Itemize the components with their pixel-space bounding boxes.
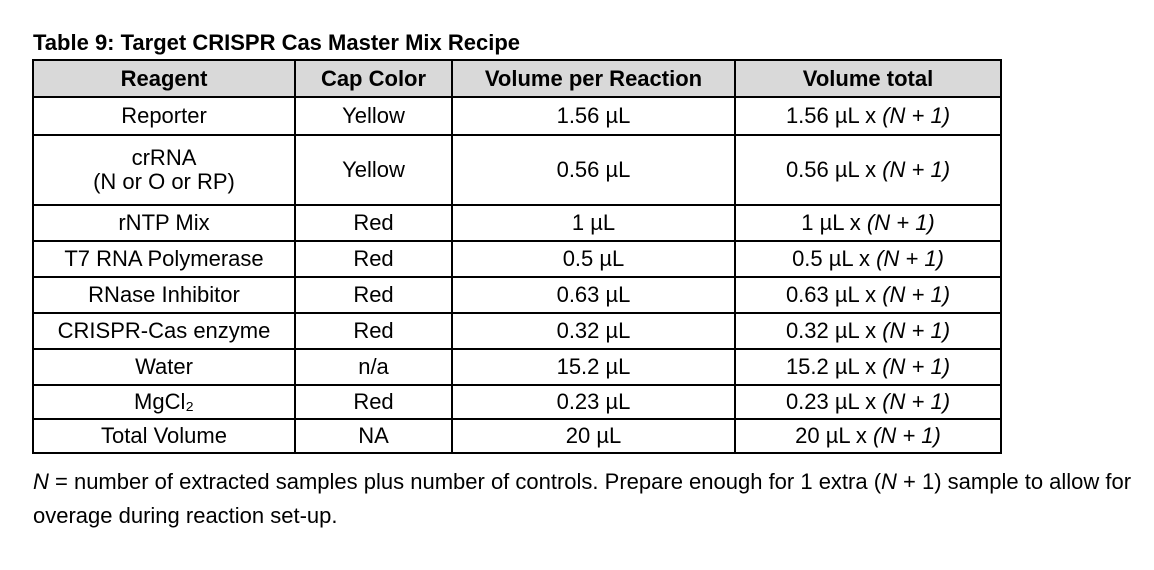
total-suffix: (N + 1) <box>882 389 951 414</box>
footnote-text: + 1) sample to allow for overage during … <box>33 469 1132 528</box>
cell-reagent: RNase Inhibitor <box>32 276 296 314</box>
table-row: RNase Inhibitor Red 0.63 µL 0.63 µL x (N… <box>32 276 1002 314</box>
cell-volume-total: 0.32 µL x (N + 1) <box>734 312 1002 350</box>
total-suffix: (N + 1) <box>882 354 951 379</box>
cell-volume-per-reaction: 15.2 µL <box>451 348 736 386</box>
footnote-text: = number of extracted samples plus numbe… <box>48 469 882 494</box>
total-prefix: 20 µL x <box>795 423 874 448</box>
table-row: crRNA (N or O or RP) Yellow 0.56 µL 0.56… <box>32 134 1002 206</box>
cell-volume-total: 1.56 µL x (N + 1) <box>734 96 1002 136</box>
total-suffix: (N + 1) <box>882 157 951 182</box>
table-row: Reporter Yellow 1.56 µL 1.56 µL x (N + 1… <box>32 96 1002 136</box>
header-volume-per-reaction: Volume per Reaction <box>451 59 736 98</box>
total-suffix: (N + 1) <box>866 210 935 235</box>
cell-volume-per-reaction: 0.23 µL <box>451 384 736 420</box>
cell-volume-total: 0.63 µL x (N + 1) <box>734 276 1002 314</box>
table-row: MgCl₂ Red 0.23 µL 0.23 µL x (N + 1) <box>32 384 1002 420</box>
table-row: Water n/a 15.2 µL 15.2 µL x (N + 1) <box>32 348 1002 386</box>
cell-reagent: crRNA (N or O or RP) <box>32 134 296 206</box>
cell-cap-color: Yellow <box>294 134 453 206</box>
cell-cap-color: Yellow <box>294 96 453 136</box>
table-caption: Table 9: Target CRISPR Cas Master Mix Re… <box>33 30 520 55</box>
table-row: CRISPR-Cas enzyme Red 0.32 µL 0.32 µL x … <box>32 312 1002 350</box>
cell-reagent: CRISPR-Cas enzyme <box>32 312 296 350</box>
table-footnote: N = number of extracted samples plus num… <box>33 465 1133 533</box>
total-suffix: (N + 1) <box>882 103 951 128</box>
cell-volume-per-reaction: 0.32 µL <box>451 312 736 350</box>
total-prefix: 0.63 µL x <box>785 282 883 307</box>
header-reagent: Reagent <box>32 59 296 98</box>
master-mix-table: Reagent Cap Color Volume per Reaction Vo… <box>32 59 1002 454</box>
total-prefix: 0.23 µL x <box>785 389 883 414</box>
cell-volume-total: 20 µL x (N + 1) <box>734 418 1002 454</box>
total-prefix: 0.32 µL x <box>785 318 883 343</box>
total-suffix: (N + 1) <box>876 246 944 271</box>
total-suffix: (N + 1) <box>882 318 951 343</box>
cell-volume-per-reaction: 20 µL <box>451 418 736 454</box>
cell-volume-per-reaction: 1 µL <box>451 204 736 242</box>
cell-volume-total: 0.56 µL x (N + 1) <box>734 134 1002 206</box>
cell-cap-color: Red <box>294 204 453 242</box>
cell-cap-color: Red <box>294 276 453 314</box>
total-suffix: (N + 1) <box>873 423 941 448</box>
cell-volume-total: 0.5 µL x (N + 1) <box>734 240 1002 278</box>
table-row: T7 RNA Polymerase Red 0.5 µL 0.5 µL x (N… <box>32 240 1002 278</box>
table-row: rNTP Mix Red 1 µL 1 µL x (N + 1) <box>32 204 1002 242</box>
total-prefix: 1 µL x <box>801 210 867 235</box>
table-header-row: Reagent Cap Color Volume per Reaction Vo… <box>32 59 1002 98</box>
cell-volume-total: 1 µL x (N + 1) <box>734 204 1002 242</box>
cell-volume-total: 15.2 µL x (N + 1) <box>734 348 1002 386</box>
cell-cap-color: Red <box>294 240 453 278</box>
cell-volume-per-reaction: 0.56 µL <box>451 134 736 206</box>
reagent-line: (N or O or RP) <box>93 169 235 194</box>
cell-volume-total: 0.23 µL x (N + 1) <box>734 384 1002 420</box>
cell-reagent: Total Volume <box>32 418 296 454</box>
header-cap-color: Cap Color <box>294 59 453 98</box>
cell-reagent: Water <box>32 348 296 386</box>
cell-cap-color: n/a <box>294 348 453 386</box>
cell-reagent: MgCl₂ <box>32 384 296 420</box>
total-prefix: 1.56 µL x <box>785 103 883 128</box>
total-suffix: (N + 1) <box>882 282 951 307</box>
table-row-total: Total Volume NA 20 µL 20 µL x (N + 1) <box>32 418 1002 454</box>
total-prefix: 0.56 µL x <box>785 157 883 182</box>
cell-volume-per-reaction: 0.5 µL <box>451 240 736 278</box>
footnote-variable: N <box>881 469 897 494</box>
cell-cap-color: Red <box>294 312 453 350</box>
footnote-variable: N <box>33 469 49 494</box>
cell-volume-per-reaction: 1.56 µL <box>451 96 736 136</box>
total-prefix: 15.2 µL x <box>785 354 883 379</box>
reagent-line: crRNA <box>131 145 197 170</box>
cell-cap-color: NA <box>294 418 453 454</box>
header-volume-total: Volume total <box>734 59 1002 98</box>
cell-volume-per-reaction: 0.63 µL <box>451 276 736 314</box>
total-prefix: 0.5 µL x <box>792 246 877 271</box>
cell-cap-color: Red <box>294 384 453 420</box>
cell-reagent: rNTP Mix <box>32 204 296 242</box>
cell-reagent: Reporter <box>32 96 296 136</box>
cell-reagent: T7 RNA Polymerase <box>32 240 296 278</box>
